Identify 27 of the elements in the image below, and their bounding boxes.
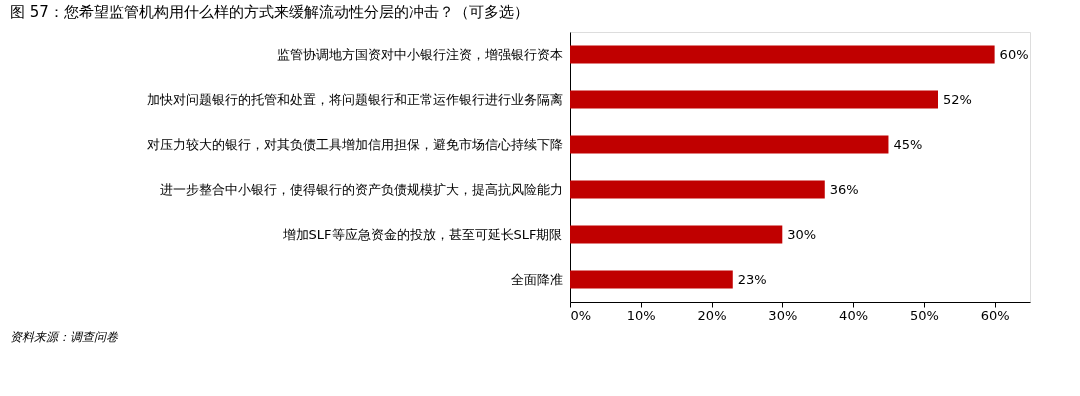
bar <box>570 45 995 64</box>
x-tick-label: 20% <box>697 307 727 323</box>
text: 资料来源：调查问卷 <box>10 330 119 344</box>
data-label: 23% <box>737 271 767 287</box>
y-tick-label: 增加SLF等应急资金的投放，甚至可延长SLF期限 <box>281 226 563 242</box>
bar <box>570 225 783 244</box>
data-label: 36% <box>829 181 859 197</box>
x-tick-label: 30% <box>768 307 798 323</box>
y-tick-label: 加快对问题银行的托管和处置，将问题银行和正常运作银行进行业务隔离 <box>146 91 563 107</box>
x-tick-label: 50% <box>909 307 939 323</box>
y-tick-label: 对压力较大的银行，对其负债工具增加信用担保，避免市场信心持续下降 <box>146 136 563 152</box>
bar <box>570 90 938 109</box>
bar <box>570 135 889 154</box>
x-tick-label: 10% <box>626 307 656 323</box>
text: 图 57：您希望监管机构用什么样的方式来缓解流动性分层的冲击？（可多选） <box>10 3 529 21</box>
x-tick-label: 60% <box>980 307 1010 323</box>
y-tick-label: 全面降准 <box>510 271 563 287</box>
x-tick-label: 0% <box>570 307 592 323</box>
y-tick-label: 监管协调地方国资对中小银行注资，增强银行资本 <box>276 46 563 62</box>
data-label: 30% <box>787 226 817 242</box>
data-label: 52% <box>943 91 972 107</box>
bar <box>570 180 825 199</box>
y-tick-label: 进一步整合中小银行，使得银行的资产负债规模扩大，提高抗风险能力 <box>159 181 563 197</box>
x-tick-label: 40% <box>839 307 869 323</box>
bar <box>570 270 733 289</box>
data-label: 45% <box>893 136 923 152</box>
data-label: 60% <box>999 46 1029 62</box>
